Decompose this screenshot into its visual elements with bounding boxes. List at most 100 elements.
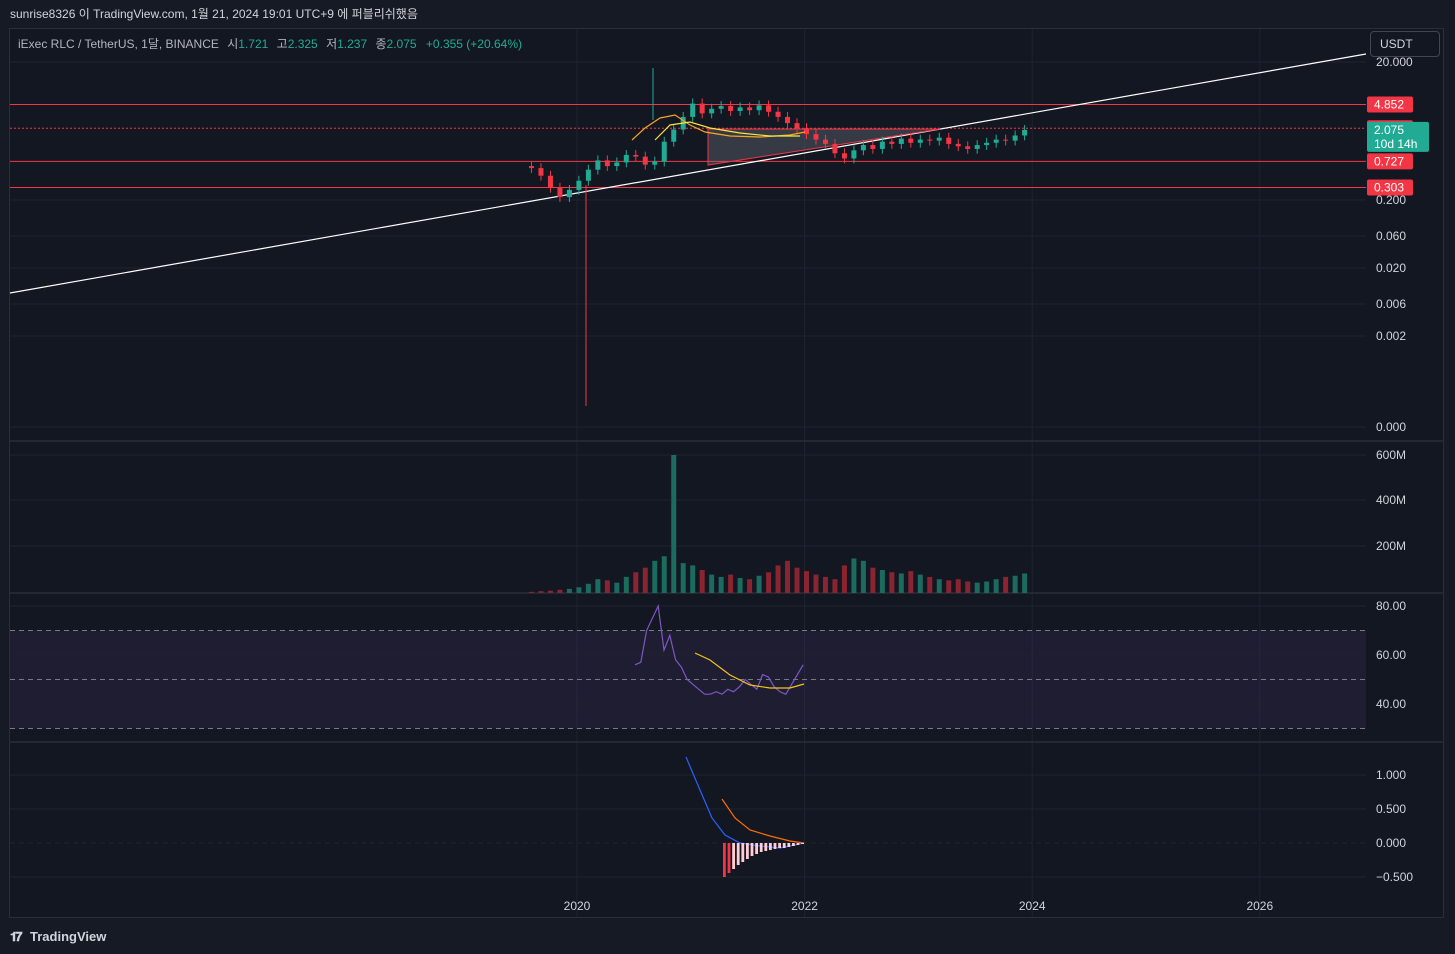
- candle-body: [908, 138, 914, 143]
- candle-body: [898, 138, 904, 144]
- macd-histogram-bar: [759, 843, 763, 852]
- candle-body: [728, 106, 734, 111]
- rsi-tick-label: 60.00: [1376, 648, 1406, 662]
- macd-histogram-bar: [778, 843, 781, 848]
- candle-body: [766, 105, 772, 112]
- volume-bar: [870, 567, 876, 593]
- volume-bar: [633, 572, 639, 593]
- moving-average-yellow: [654, 121, 800, 141]
- price-tick-label: 0.006: [1376, 297, 1406, 311]
- macd-histogram-bar: [782, 843, 786, 848]
- volume-bar: [1012, 575, 1018, 593]
- candle-body: [794, 123, 800, 129]
- volume-bar: [566, 588, 572, 593]
- rsi-tick-label: 40.00: [1376, 697, 1406, 711]
- candle-body: [538, 168, 544, 176]
- candle-body: [917, 139, 923, 143]
- volume-bar: [604, 580, 610, 593]
- macd-histogram-bar: [796, 843, 800, 845]
- volume-bar: [785, 560, 791, 593]
- candle-body: [775, 111, 781, 117]
- volume-bar: [841, 565, 847, 593]
- symbol-name[interactable]: iExec RLC / TetherUS, 1달, BINANCE: [18, 37, 219, 51]
- candle-body: [832, 143, 838, 154]
- publisher-text: sunrise8326 이 TradingView.com, 1월 21, 20…: [10, 7, 418, 21]
- macd-tick-label: 0.500: [1376, 802, 1406, 816]
- volume-bar: [822, 576, 828, 593]
- candle-body: [803, 128, 809, 135]
- candle-body: [566, 189, 572, 198]
- candle-body: [965, 146, 971, 149]
- publisher-bar: sunrise8326 이 TradingView.com, 1월 21, 20…: [0, 0, 1455, 28]
- chart-background: [10, 29, 1443, 917]
- time-tick-label: 2024: [1019, 899, 1046, 913]
- macd-histogram-bar: [764, 843, 768, 851]
- volume-bar: [813, 574, 819, 593]
- volume-bar: [879, 570, 885, 593]
- volume-bar: [965, 581, 971, 593]
- trend-line: [9, 53, 1367, 294]
- macd-histogram-bar: [736, 843, 740, 865]
- volume-bar: [860, 560, 866, 593]
- volume-bar: [946, 580, 952, 593]
- volume-bar: [652, 560, 658, 593]
- currency-button[interactable]: USDT: [1370, 31, 1440, 57]
- candle-body: [785, 116, 791, 124]
- volume-bar: [737, 578, 743, 593]
- last-price-countdown: 10d 14h: [1374, 137, 1417, 151]
- volume-bar: [728, 574, 734, 593]
- change-value: +0.355 (+20.64%): [425, 37, 522, 51]
- price-level-badge: [1367, 96, 1413, 113]
- candle-body: [528, 166, 534, 169]
- price-tick-label: 20.000: [1376, 55, 1413, 69]
- macd-histogram-bar: [741, 843, 745, 862]
- macd-tick-label: 0.000: [1376, 836, 1406, 850]
- last-price-badge: [1367, 121, 1429, 152]
- volume-bar: [936, 579, 942, 593]
- volume-bar: [538, 591, 544, 593]
- volume-bar: [775, 565, 781, 593]
- volume-bar: [832, 579, 838, 593]
- volume-bar: [955, 579, 961, 593]
- macd-histogram-bar: [787, 843, 791, 847]
- price-tick-label: 0.000: [1376, 420, 1406, 434]
- signal-line: [721, 798, 805, 844]
- macd-histogram-bar: [750, 843, 754, 856]
- candle-body: [633, 154, 639, 157]
- candle-body: [955, 143, 961, 147]
- volume-bar: [528, 591, 534, 593]
- candle-body: [737, 107, 743, 111]
- volume-bar: [984, 581, 990, 593]
- candle-body: [747, 107, 753, 111]
- candle-body: [993, 139, 999, 143]
- volume-bar: [889, 572, 895, 593]
- volume-bar: [690, 565, 696, 593]
- tradingview-logo[interactable]: 𝟏𝟕 TradingView: [10, 929, 106, 945]
- candle-body: [1012, 135, 1018, 141]
- macd-histogram-bar: [801, 843, 804, 844]
- volume-bar: [661, 556, 667, 593]
- open-label: 시: [227, 37, 239, 51]
- candle-body: [585, 169, 591, 181]
- volume-bar: [898, 573, 904, 593]
- volume-bar: [1022, 573, 1028, 593]
- volume-bar: [1003, 576, 1009, 593]
- candle-body: [642, 156, 648, 165]
- candle-body: [889, 141, 895, 144]
- price-tick-label: 0.060: [1376, 229, 1406, 243]
- candle-body: [661, 141, 667, 162]
- volume-bar: [595, 579, 601, 593]
- price-level-badge-text: 0.303: [1374, 181, 1404, 195]
- macd-histogram-bar: [727, 843, 731, 873]
- candle-body: [557, 187, 563, 198]
- price-level-badge-text: 4.852: [1374, 97, 1404, 111]
- footer-bar: [0, 918, 1455, 954]
- volume-bar: [680, 563, 686, 593]
- volume-bar: [993, 579, 999, 593]
- rsi-ma-line: [694, 652, 805, 689]
- candle-body: [709, 108, 715, 114]
- high-label: 고: [276, 37, 288, 51]
- candle-body: [604, 160, 610, 167]
- candle-body: [718, 106, 724, 109]
